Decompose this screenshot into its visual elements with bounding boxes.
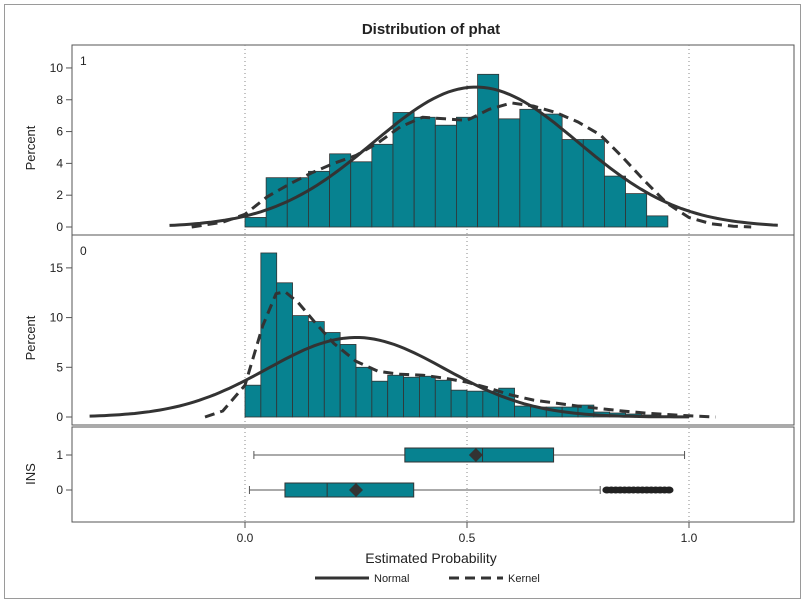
panel-ins-0: 0 Percent 0 5 10 15 xyxy=(23,233,795,426)
panel-0-bar xyxy=(466,390,484,418)
panel-0-bar xyxy=(387,374,404,418)
panel-0-kernel-curve xyxy=(204,290,716,419)
panel-0-bar xyxy=(577,404,595,418)
panel-0-bar xyxy=(514,405,531,418)
panel-1-bar xyxy=(244,217,267,228)
legend-normal-label: Normal xyxy=(374,573,409,585)
box-ins-0-outlier xyxy=(664,486,674,494)
boxplot-y-axis-label: INS xyxy=(23,463,38,485)
x-axis-label: Estimated Probability xyxy=(365,550,497,566)
panel-0-y-tick-label: 15 xyxy=(50,261,64,275)
panel-0-bar xyxy=(276,282,293,418)
panel-1-bar xyxy=(604,175,626,228)
panel-1-bar xyxy=(582,139,605,228)
panel-1-bar xyxy=(561,139,584,228)
panel-0-bar xyxy=(355,366,373,418)
panel-0-y-tick-label: 0 xyxy=(56,410,63,424)
boxplot-y-tick-label: 1 xyxy=(56,448,63,462)
x-axis: 0.0 0.5 1.0 xyxy=(237,522,698,545)
panel-0-frame xyxy=(71,234,795,426)
panel-1-y-tick-label: 2 xyxy=(56,188,63,202)
panel-0-y-axis-label: Percent xyxy=(23,315,38,360)
box-ins-1-mean-marker xyxy=(468,448,483,462)
panel-1-normal-curve xyxy=(169,85,778,227)
legend: Normal Kernel xyxy=(315,573,540,585)
boxplot-frame xyxy=(71,426,795,523)
panel-1-bar xyxy=(456,116,478,228)
panel-0-bar xyxy=(371,380,389,418)
panel-1-y-tick-label: 0 xyxy=(56,220,63,234)
chart-frame: Distribution of phat 1 Percent 0 2 4 6 8 10 0… xyxy=(4,4,801,599)
panel-1-y-tick-label: 8 xyxy=(56,93,63,107)
boxplot-panel: INS 10 xyxy=(23,426,795,523)
panel-1-bar xyxy=(286,177,309,228)
panel-1-bars xyxy=(244,73,669,228)
panel-1-bar xyxy=(477,73,500,228)
panel-1-y-axis-label: Percent xyxy=(23,125,38,170)
panel-0-bar xyxy=(434,379,452,418)
panel-0-y-tick-label: 5 xyxy=(56,360,63,374)
boxplot-y-ticks: 10 xyxy=(56,448,72,497)
panel-1-y-tick-label: 4 xyxy=(56,156,63,170)
panel-1-bar xyxy=(498,118,521,228)
panel-1-bar xyxy=(413,116,436,228)
panel-0-normal-curve xyxy=(89,336,689,419)
panel-1-bar xyxy=(350,161,373,228)
panel-ins-1: 1 Percent 0 2 4 6 8 10 xyxy=(23,44,795,236)
panel-0-bar xyxy=(308,321,325,418)
panel-0-y-tick-label: 10 xyxy=(50,311,64,325)
panel-0-label: 0 xyxy=(80,244,87,258)
panel-0-bar xyxy=(244,384,262,418)
panel-0-bar xyxy=(292,315,309,418)
panel-0-bars xyxy=(244,252,674,418)
panel-1-y-tick-label: 10 xyxy=(50,61,64,75)
panel-0-bar xyxy=(260,252,278,418)
box-ins-0-mean-marker xyxy=(349,483,363,497)
boxplot-reference-lines xyxy=(244,428,690,521)
panel-1-bar xyxy=(371,143,394,228)
panel-0-bar xyxy=(419,375,436,418)
panel-1-bar xyxy=(625,193,648,228)
legend-kernel-label: Kernel xyxy=(508,573,540,585)
panel-1-kernel-curve xyxy=(191,101,752,229)
x-tick-label: 0.0 xyxy=(237,531,254,545)
panel-1-bar xyxy=(519,108,542,228)
boxplot-y-tick-label: 0 xyxy=(56,483,63,497)
panel-0-y-ticks: 0 5 10 15 xyxy=(50,261,72,424)
panel-0-bar xyxy=(450,389,468,418)
chart-title: Distribution of phat xyxy=(362,21,500,38)
panel-1-label: 1 xyxy=(80,54,87,68)
x-tick-label: 1.0 xyxy=(681,531,698,545)
panel-0-bar xyxy=(403,376,420,418)
panel-1-y-ticks: 0 2 4 6 8 10 xyxy=(50,61,72,234)
boxplot-boxes xyxy=(248,447,686,498)
x-tick-label: 0.5 xyxy=(459,531,476,545)
panel-1-bar xyxy=(434,124,457,228)
panel-0-bar xyxy=(323,332,341,418)
panel-1-bar xyxy=(540,113,563,228)
panel-1-y-tick-label: 6 xyxy=(56,125,63,139)
panel-1-bar xyxy=(646,215,669,228)
